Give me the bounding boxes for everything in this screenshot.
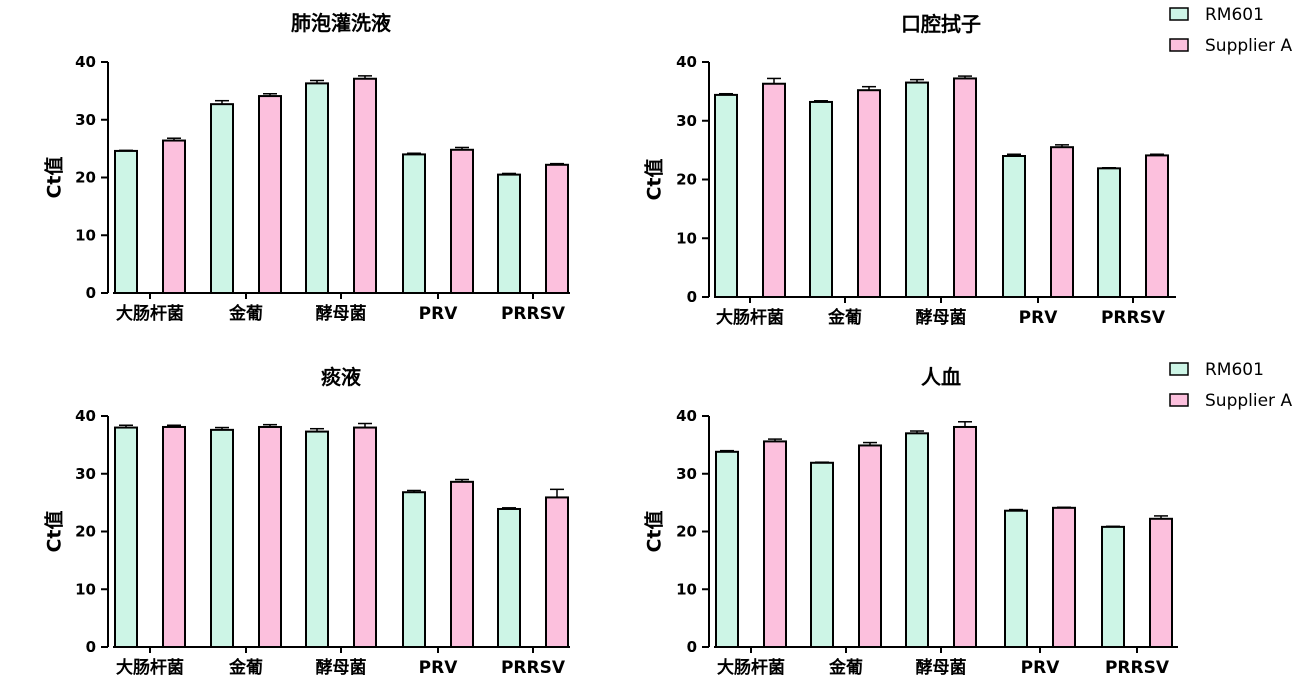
y-axis-label: Ct值 [43,156,66,198]
bar [450,480,474,648]
legend-label: RM601 [1205,5,1264,25]
x-tick-label: PRRSV [1105,658,1170,678]
bar [114,149,138,294]
x-tick-label: 大肠杆菌 [716,307,784,328]
y-tick-label: 40 [75,53,96,71]
y-tick-label: 20 [75,523,96,541]
bar [258,425,282,648]
x-tick-label: 金葡 [827,307,862,328]
x-tick-label: 大肠杆菌 [116,303,184,324]
y-tick-label: 0 [86,638,96,656]
legend-label: RM601 [1205,360,1264,380]
legend-label: Supplier A [1205,391,1292,411]
x-tick-label: 酵母菌 [916,657,967,678]
y-tick-label: 30 [676,465,697,483]
chart-title: 口腔拭子 [901,12,981,36]
bar [497,173,521,294]
bar [1050,146,1074,298]
bar [1097,167,1121,298]
bar [258,95,282,295]
bar [114,426,138,648]
x-tick-label: PRV [419,658,459,678]
y-tick-label: 40 [676,407,697,425]
bar [162,425,186,648]
legend-swatch [1169,38,1189,52]
chart-title: 痰液 [321,365,362,389]
x-tick-label: 金葡 [228,303,263,324]
x-tick-label: 酵母菌 [316,657,367,678]
y-axis-label: Ct值 [643,158,666,200]
bar [305,430,329,648]
bar [763,440,787,648]
bar [210,428,234,648]
y-tick-label: 20 [676,523,697,541]
x-tick-label: PRV [1019,308,1059,328]
bar [953,425,977,648]
bar [715,450,739,648]
y-axis-label: Ct值 [643,510,666,552]
bar [545,496,569,648]
y-tick-label: 0 [86,284,96,302]
x-tick-label: PRV [419,304,459,324]
x-tick-label: 大肠杆菌 [116,657,184,678]
bar [1052,506,1076,649]
bar [858,444,882,649]
legend-swatch [1169,393,1189,407]
y-tick-label: 30 [75,111,96,129]
chart-title: 肺泡灌洗液 [291,11,392,35]
y-tick-label: 0 [687,288,697,306]
x-tick-label: 金葡 [828,657,863,678]
x-tick-label: PRV [1021,658,1061,678]
bar [305,82,329,295]
bar [450,148,474,294]
x-tick-label: 金葡 [228,657,263,678]
legend-swatch [1169,362,1189,376]
y-tick-label: 10 [75,226,96,244]
bar [857,89,881,298]
y-tick-label: 10 [676,580,697,598]
legend-label: Supplier A [1205,36,1292,56]
x-tick-label: 酵母菌 [916,307,967,328]
bar [162,139,186,294]
x-tick-label: 酵母菌 [316,303,367,324]
bar [905,432,929,649]
y-tick-label: 10 [75,580,96,598]
bar [353,426,377,648]
x-tick-label: PRRSV [501,304,566,324]
bar [905,81,929,298]
y-tick-label: 0 [687,638,697,656]
bar [809,100,833,298]
y-tick-label: 20 [75,169,96,187]
y-tick-label: 20 [676,171,697,189]
bar [1004,509,1028,648]
y-tick-label: 30 [676,112,697,130]
y-tick-label: 40 [676,53,697,71]
bar [762,82,786,298]
y-tick-label: 30 [75,465,96,483]
chart-title: 人血 [921,365,961,389]
bar [545,163,569,294]
legend-swatch [1169,7,1189,21]
bar [1002,155,1026,298]
bar [402,153,426,294]
x-tick-label: PRRSV [501,658,566,678]
x-tick-label: 大肠杆菌 [717,657,785,678]
x-tick-label: PRRSV [1101,308,1166,328]
bar [353,77,377,294]
y-tick-label: 40 [75,407,96,425]
y-axis-label: Ct值 [43,510,66,552]
bar [1101,525,1125,649]
bar [210,103,234,294]
bar [497,507,521,649]
bar [402,491,426,649]
bar [810,461,834,648]
bar [1145,154,1169,298]
bar [714,93,738,299]
bar [953,77,977,298]
y-tick-label: 10 [676,229,697,247]
bar [1149,517,1173,648]
